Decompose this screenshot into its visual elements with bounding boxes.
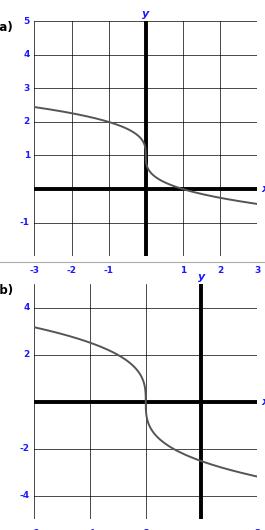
Text: 2: 2 xyxy=(217,266,223,275)
Text: 1: 1 xyxy=(180,266,186,275)
Text: 2: 2 xyxy=(24,350,30,359)
Text: 2: 2 xyxy=(24,118,30,127)
Text: -2: -2 xyxy=(20,444,30,453)
Text: -4: -4 xyxy=(20,491,30,500)
Text: (b): (b) xyxy=(0,285,14,297)
Text: y: y xyxy=(198,272,205,282)
Text: -2: -2 xyxy=(67,266,77,275)
Text: -6: -6 xyxy=(29,529,39,530)
Text: -2: -2 xyxy=(141,529,151,530)
Text: y: y xyxy=(142,9,149,19)
Text: -4: -4 xyxy=(85,529,95,530)
Text: 3: 3 xyxy=(24,84,30,93)
Text: 1: 1 xyxy=(24,151,30,160)
Text: 4: 4 xyxy=(24,303,30,312)
Text: 4: 4 xyxy=(24,50,30,59)
Text: -3: -3 xyxy=(29,266,39,275)
Text: (a): (a) xyxy=(0,21,13,34)
Text: 2: 2 xyxy=(254,529,260,530)
Text: x: x xyxy=(262,397,265,407)
Text: x: x xyxy=(262,184,265,194)
Text: -1: -1 xyxy=(20,218,30,227)
Text: 5: 5 xyxy=(24,17,30,25)
Text: -1: -1 xyxy=(104,266,114,275)
Text: 3: 3 xyxy=(254,266,260,275)
